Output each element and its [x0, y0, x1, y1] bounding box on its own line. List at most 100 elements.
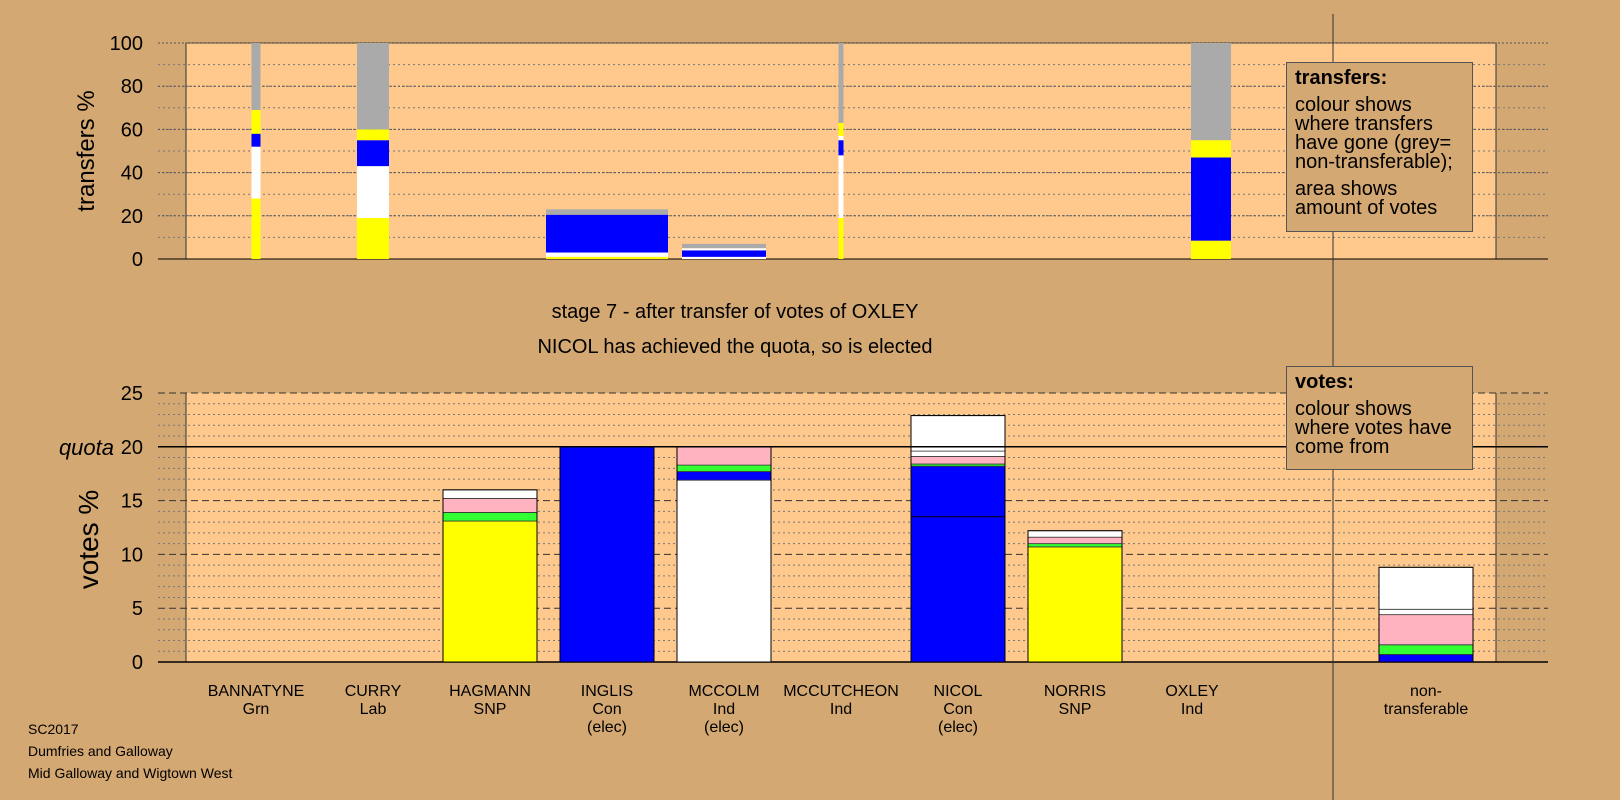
transfers-legend: transfers: colour shows where transfers … — [1286, 62, 1473, 232]
candidate-label-inglis: INGLIS — [581, 683, 633, 700]
transfer-segment-curry — [357, 217, 389, 259]
vote-segment-mccolm — [676, 446, 772, 466]
transfers-legend-text-2: area shows amount of votes — [1295, 178, 1438, 219]
vote-segment-norris — [1027, 530, 1123, 538]
transfer-segment-hagmann — [546, 252, 668, 257]
votes-y-tick-label: 15 — [121, 491, 143, 513]
transfers-y-tick-label: 0 — [132, 249, 143, 271]
quota-label: quota — [59, 435, 114, 460]
vote-bar-outline-nicol — [910, 415, 1006, 663]
transfer-segment-bannatyne — [251, 198, 261, 259]
candidate-label-non-transferable: transferable — [1384, 701, 1469, 718]
candidate-label-mccutcheon: Ind — [830, 701, 852, 718]
transfer-segment-mccutcheon — [838, 135, 844, 141]
transfer-segment-bannatyne — [251, 109, 261, 134]
vote-segment-hagmann — [442, 512, 538, 522]
vote-segment-non-transferable — [1378, 644, 1474, 655]
transfer-segment-bannatyne — [251, 146, 261, 199]
votes-plot-area — [186, 393, 1496, 662]
vote-segment-norris — [1027, 546, 1123, 663]
vote-segment-mccolm — [676, 471, 772, 481]
candidate-label-non-transferable: non- — [1410, 683, 1442, 700]
vote-segment-hagmann — [442, 498, 538, 513]
transfer-segment-curry — [357, 140, 389, 167]
transfers-y-tick-label: 60 — [121, 119, 143, 141]
vote-segment-nicol — [910, 465, 1006, 663]
votes-legend: votes: colour shows where votes have com… — [1286, 366, 1473, 470]
transfer-segment-bannatyne — [251, 43, 261, 110]
candidate-label-oxley: Ind — [1181, 701, 1203, 718]
candidate-label-bannatyne: Grn — [243, 701, 270, 718]
vote-bar-outline-norris — [1027, 530, 1123, 663]
vote-segment-non-transferable — [1378, 608, 1474, 616]
transfer-segment-hagmann — [546, 214, 668, 253]
candidate-label-mccolm: Ind — [713, 701, 735, 718]
candidate-label-nicol: Con — [943, 701, 972, 718]
stage-subtitle: NICOL has achieved the quota, so is elec… — [537, 336, 932, 358]
votes-y-tick-label: 25 — [121, 383, 143, 405]
vote-segment-mccolm — [676, 464, 772, 472]
footer-ward: Mid Galloway and Wigtown West — [28, 765, 233, 781]
vote-segment-non-transferable — [1378, 654, 1474, 663]
candidate-label-curry: Lab — [360, 701, 387, 718]
votes-y-tick-label: 5 — [132, 598, 143, 620]
transfer-segment-inglis — [682, 250, 766, 257]
vote-segment-hagmann — [442, 489, 538, 499]
votes-y-tick-label: 10 — [121, 544, 143, 566]
transfer-segment-mccutcheon — [838, 140, 844, 156]
transfer-segment-bannatyne — [251, 133, 261, 147]
transfer-segment-mccutcheon — [838, 122, 844, 136]
vote-segment-nicol — [910, 456, 1006, 465]
candidate-label-curry: CURRY — [345, 683, 402, 700]
vote-segment-inglis — [559, 446, 655, 663]
transfer-segment-norris — [1191, 240, 1231, 259]
footer-council: Dumfries and Galloway — [28, 743, 173, 759]
transfer-segment-norris — [1191, 140, 1231, 158]
transfers-legend-text-1: colour shows where transfers have gone (… — [1295, 94, 1453, 173]
transfer-segment-mccutcheon — [838, 217, 844, 259]
transfer-segment-curry — [357, 129, 389, 141]
transfers-y-tick-label: 100 — [110, 33, 143, 55]
votes-legend-title: votes: — [1295, 371, 1354, 393]
candidate-label-norris: NORRIS — [1044, 683, 1106, 700]
stage-title: stage 7 - after transfer of votes of OXL… — [552, 301, 919, 323]
transfer-segment-norris — [1191, 157, 1231, 241]
candidate-label-oxley: OXLEY — [1165, 683, 1219, 700]
candidate-label-hagmann: SNP — [474, 701, 507, 718]
transfer-segment-inglis — [682, 256, 766, 259]
candidate-label-inglis: Con — [592, 701, 621, 718]
transfer-segment-curry — [357, 43, 389, 130]
candidate-label-bannatyne: BANNATYNE — [208, 683, 305, 700]
transfer-segment-mccutcheon — [838, 155, 844, 218]
footer-election: SC2017 — [28, 721, 79, 737]
transfers-legend-title: transfers: — [1295, 67, 1388, 89]
candidate-label-hagmann: HAGMANN — [449, 683, 531, 700]
votes-y-tick-label: 20 — [121, 437, 143, 459]
vote-bar-outline-non-transferable — [1378, 566, 1474, 663]
votes-y-axis-label: votes % — [73, 490, 104, 590]
transfer-segment-inglis — [682, 243, 766, 249]
candidate-label-inglis: (elec) — [587, 719, 627, 736]
vote-segment-norris — [1027, 536, 1123, 545]
candidate-label-mccolm: MCCOLM — [688, 683, 759, 700]
transfer-segment-norris — [1191, 43, 1231, 141]
candidate-label-mccolm: (elec) — [704, 719, 744, 736]
transfer-segment-hagmann — [546, 256, 668, 259]
candidate-label-nicol: (elec) — [938, 719, 978, 736]
transfer-segment-mccutcheon — [838, 43, 844, 123]
transfers-y-tick-label: 80 — [121, 76, 143, 98]
candidate-label-mccutcheon: MCCUTCHEON — [783, 683, 899, 700]
footer: SC2017 Dumfries and Galloway Mid Gallowa… — [28, 718, 232, 784]
transfers-y-axis-label: transfers % — [73, 90, 100, 211]
vote-bar-outline-hagmann — [442, 489, 538, 663]
transfers-chart: 0 20 40 60 80 100 transfers % — [73, 33, 1548, 271]
candidate-label-nicol: NICOL — [934, 683, 983, 700]
transfers-y-tick-label: 20 — [121, 206, 143, 228]
transfers-y-tick-label: 40 — [121, 163, 143, 185]
vote-segment-norris — [1027, 543, 1123, 548]
vote-segment-non-transferable — [1378, 566, 1474, 610]
transfer-segment-hagmann — [546, 209, 668, 215]
votes-legend-text: colour shows where votes have come from — [1295, 398, 1452, 458]
